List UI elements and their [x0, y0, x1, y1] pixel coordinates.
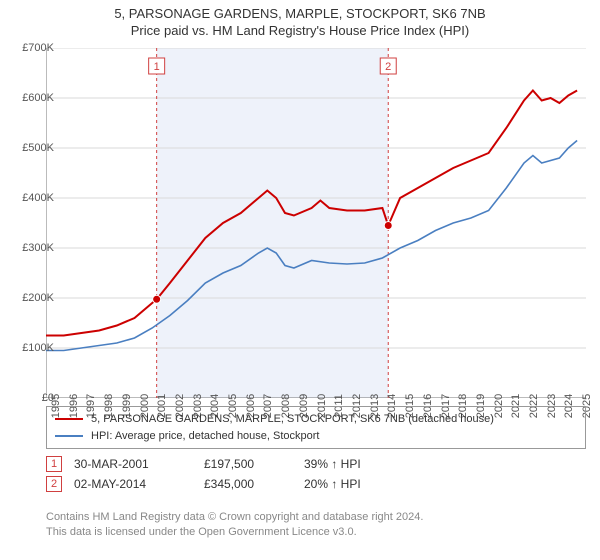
- y-tick-label: £400K: [4, 192, 54, 204]
- y-tick-label: £600K: [4, 92, 54, 104]
- sale-hpi-1: 39% ↑ HPI: [304, 457, 361, 471]
- sale-hpi-2: 20% ↑ HPI: [304, 477, 361, 491]
- y-tick-label: £300K: [4, 242, 54, 254]
- legend-label-hpi: HPI: Average price, detached house, Stoc…: [91, 428, 320, 445]
- y-tick-label: £200K: [4, 292, 54, 304]
- sale-date-2: 02-MAY-2014: [74, 477, 204, 491]
- y-tick-label: £0: [4, 392, 54, 404]
- svg-text:1: 1: [154, 61, 160, 73]
- price-chart: 12: [46, 48, 586, 398]
- y-tick-label: £500K: [4, 142, 54, 154]
- svg-text:2: 2: [385, 61, 391, 73]
- sales-list: 1 30-MAR-2001 £197,500 39% ↑ HPI 2 02-MA…: [46, 452, 361, 492]
- footer-attribution: Contains HM Land Registry data © Crown c…: [46, 510, 423, 540]
- title-subtitle: Price paid vs. HM Land Registry's House …: [0, 23, 600, 38]
- chart-container: 5, PARSONAGE GARDENS, MARPLE, STOCKPORT,…: [0, 0, 600, 560]
- legend-label-property: 5, PARSONAGE GARDENS, MARPLE, STOCKPORT,…: [91, 411, 494, 428]
- legend: 5, PARSONAGE GARDENS, MARPLE, STOCKPORT,…: [46, 406, 586, 449]
- title-address: 5, PARSONAGE GARDENS, MARPLE, STOCKPORT,…: [0, 6, 600, 21]
- sale-price-1: £197,500: [204, 457, 304, 471]
- sale-row-2: 2 02-MAY-2014 £345,000 20% ↑ HPI: [46, 476, 361, 492]
- legend-row-property: 5, PARSONAGE GARDENS, MARPLE, STOCKPORT,…: [55, 411, 577, 428]
- sale-badge-2: 2: [46, 476, 62, 492]
- y-tick-label: £100K: [4, 342, 54, 354]
- y-tick-label: £700K: [4, 42, 54, 54]
- sale-badge-1: 1: [46, 456, 62, 472]
- legend-row-hpi: HPI: Average price, detached house, Stoc…: [55, 428, 577, 445]
- legend-swatch-property: [55, 418, 83, 420]
- sale-date-1: 30-MAR-2001: [74, 457, 204, 471]
- sale-row-1: 1 30-MAR-2001 £197,500 39% ↑ HPI: [46, 456, 361, 472]
- legend-swatch-hpi: [55, 435, 83, 437]
- title-block: 5, PARSONAGE GARDENS, MARPLE, STOCKPORT,…: [0, 0, 600, 38]
- footer-line2: This data is licensed under the Open Gov…: [46, 525, 423, 540]
- footer-line1: Contains HM Land Registry data © Crown c…: [46, 510, 423, 525]
- sale-price-2: £345,000: [204, 477, 304, 491]
